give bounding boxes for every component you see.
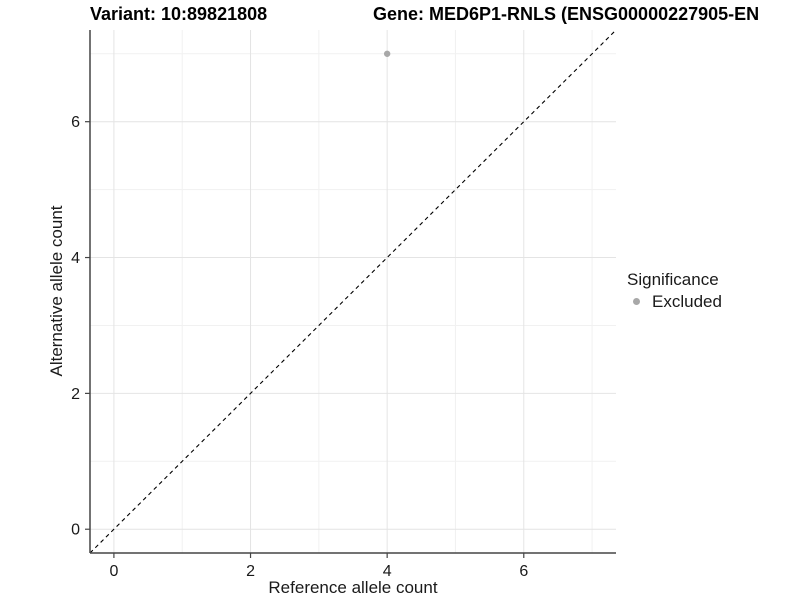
x-tick-label: 4 — [383, 563, 392, 580]
legend-entry-label: Excluded — [652, 292, 722, 311]
identity-line — [89, 29, 617, 554]
variant-title: Variant: 10:89821808 — [90, 4, 268, 24]
legend-point-icon — [633, 298, 640, 305]
y-tick-label: 2 — [71, 386, 80, 403]
y-axis-title: Alternative allele count — [47, 205, 66, 377]
y-tick-label: 0 — [71, 522, 80, 539]
y-tick-label: 6 — [71, 114, 80, 131]
x-tick-label: 6 — [519, 563, 528, 580]
x-tick-label: 2 — [246, 563, 255, 580]
legend: Significance Excluded — [627, 270, 722, 311]
x-tick-label: 0 — [109, 563, 118, 580]
gene-title: Gene: MED6P1-RNLS (ENSG00000227905-EN — [373, 4, 760, 24]
legend-title: Significance — [627, 270, 719, 289]
legend-entry: Excluded — [627, 292, 722, 311]
data-point — [383, 50, 391, 57]
x-axis-title: Reference allele count — [268, 578, 438, 597]
y-tick-label: 4 — [71, 250, 80, 267]
